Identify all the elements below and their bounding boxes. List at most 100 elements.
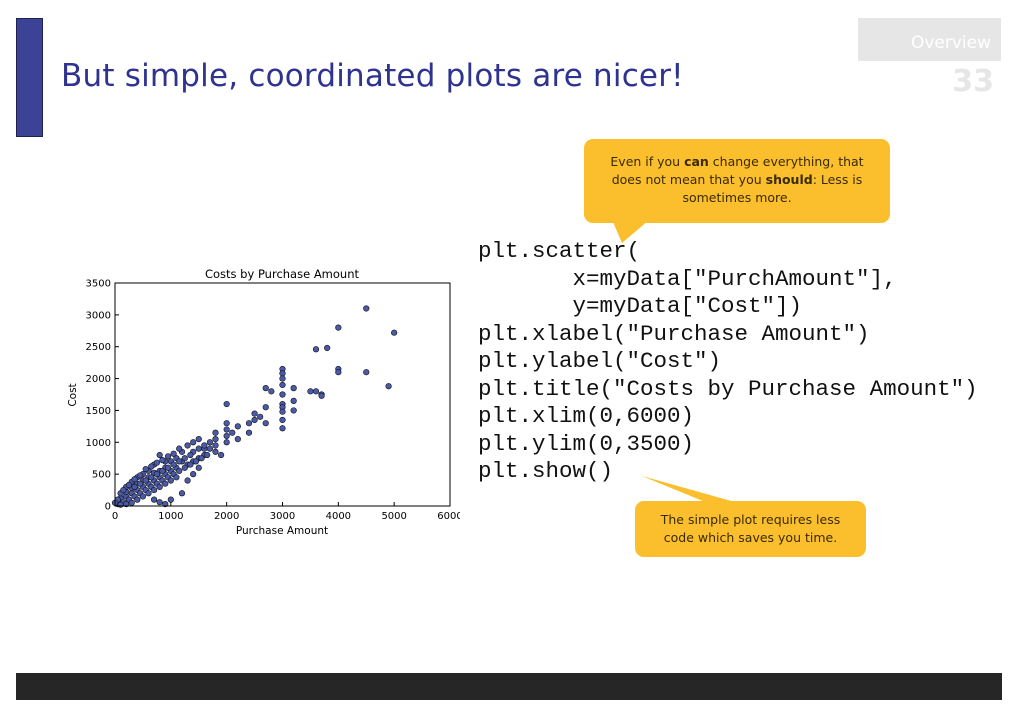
scatter-point <box>251 416 258 424</box>
scatter-point <box>184 477 191 484</box>
scatter-point <box>187 451 194 459</box>
scatter-point <box>279 416 286 424</box>
scatter-point <box>164 464 172 471</box>
scatter-point <box>201 442 208 449</box>
scatter-point <box>335 369 342 376</box>
scatter-point <box>195 436 202 443</box>
scatter-point <box>170 450 177 457</box>
scatter-point <box>268 388 275 395</box>
scatter-point <box>178 490 186 497</box>
scatter-point <box>167 496 174 503</box>
scatter-point <box>212 448 219 455</box>
scatter-point <box>142 465 149 473</box>
scatter-point <box>312 346 320 353</box>
section-tab: Overview <box>858 18 1001 61</box>
scatter-point <box>312 388 320 395</box>
callout-top: Even if you can change everything, that … <box>584 139 890 223</box>
scatter-point <box>335 324 342 331</box>
scatter-point <box>217 451 225 459</box>
y-tick-label: 1500 <box>86 406 111 417</box>
scatter-point <box>279 408 286 415</box>
scatter-point <box>234 423 241 430</box>
scatter-point <box>181 455 188 462</box>
scatter-point <box>187 461 194 468</box>
scatter-point <box>257 413 264 420</box>
scatter-point <box>190 471 197 478</box>
code-line: y=myData["Cost"]) <box>478 293 803 319</box>
scatter-point <box>176 458 183 465</box>
scatter-point <box>173 474 180 481</box>
page-number: 33 <box>952 64 994 99</box>
scatter-point <box>159 467 166 475</box>
scatter-point <box>279 391 286 398</box>
scatter-points <box>111 305 398 508</box>
scatter-point <box>142 477 149 484</box>
scatter-point <box>167 477 174 484</box>
scatter-point <box>150 496 158 503</box>
scatter-point <box>245 429 253 436</box>
emphasis-should: should <box>765 172 813 187</box>
scatter-point <box>245 420 253 427</box>
scatter-point <box>176 467 183 475</box>
scatter-point <box>131 476 138 483</box>
scatter-point <box>290 385 297 392</box>
code-line: x=myData["PurchAmount"], <box>478 265 897 292</box>
scatter-point <box>195 445 202 452</box>
scatter-point <box>290 407 297 414</box>
y-tick-label: 500 <box>92 470 111 481</box>
scatter-point <box>385 383 392 390</box>
scatter-point <box>190 439 197 446</box>
callout-bottom-tail <box>642 476 742 504</box>
x-tick-label: 2000 <box>214 511 239 522</box>
scatter-point <box>125 481 133 489</box>
scatter-point <box>198 455 205 462</box>
scatter-point <box>279 425 286 432</box>
scatter-point <box>391 329 398 336</box>
code-line: plt.xlabel("Purchase Amount") <box>478 320 870 347</box>
scatter-point <box>279 370 286 377</box>
scatter-point <box>318 392 325 399</box>
scatter-point <box>363 369 370 376</box>
x-tick-label: 1000 <box>158 511 183 522</box>
code-line: plt.xlim(0,6000) <box>478 403 695 429</box>
scatter-point <box>162 480 169 487</box>
scatter-point <box>223 400 230 408</box>
scatter-point <box>206 439 214 446</box>
scatter-point <box>262 420 269 427</box>
scatter-point <box>128 499 135 506</box>
y-tick-label: 2000 <box>86 374 111 385</box>
scatter-point <box>212 436 219 443</box>
x-tick-label: 4000 <box>326 511 351 522</box>
chart-title: Costs by Purchase Amount <box>205 267 360 281</box>
scatter-point <box>176 445 183 452</box>
scatter-point <box>223 420 230 427</box>
scatter-point <box>229 429 236 436</box>
scatter-point <box>279 381 286 389</box>
scatter-point <box>156 483 163 490</box>
scatter-point <box>134 496 141 503</box>
scatter-point <box>159 457 166 464</box>
x-tick-label: 5000 <box>381 511 406 522</box>
code-line: plt.ylabel("Cost") <box>478 348 722 374</box>
title-accent-bar <box>16 18 43 137</box>
code-block: plt.scatter( x=myData["PurchAmount"], y=… <box>478 238 978 486</box>
y-tick-label: 2500 <box>86 342 111 353</box>
axis-ticks: 0 1000 2000 3000 4000 5000 6000 0 500 1000 1500 200… <box>86 279 460 523</box>
y-tick-label: 1000 <box>86 438 111 449</box>
scatter-point <box>195 464 202 471</box>
scatter-point <box>234 436 241 443</box>
scatter-point <box>307 388 314 395</box>
y-tick-label: 3000 <box>86 310 111 321</box>
scatter-point <box>223 439 230 446</box>
y-tick-label: 0 <box>105 502 111 513</box>
code-line: plt.show() <box>478 458 614 484</box>
code-line: plt.title("Costs by Purchase Amount") <box>478 375 978 402</box>
x-tick-label: 0 <box>112 511 118 522</box>
scatter-point <box>120 486 127 494</box>
x-axis-label: Purchase Amount <box>236 525 328 537</box>
scatter-point <box>223 432 230 440</box>
scatter-point <box>148 474 155 481</box>
scatter-point <box>262 404 269 411</box>
slide-title: But simple, coordinated plots are nicer! <box>61 58 684 94</box>
scatter-point <box>290 397 297 404</box>
